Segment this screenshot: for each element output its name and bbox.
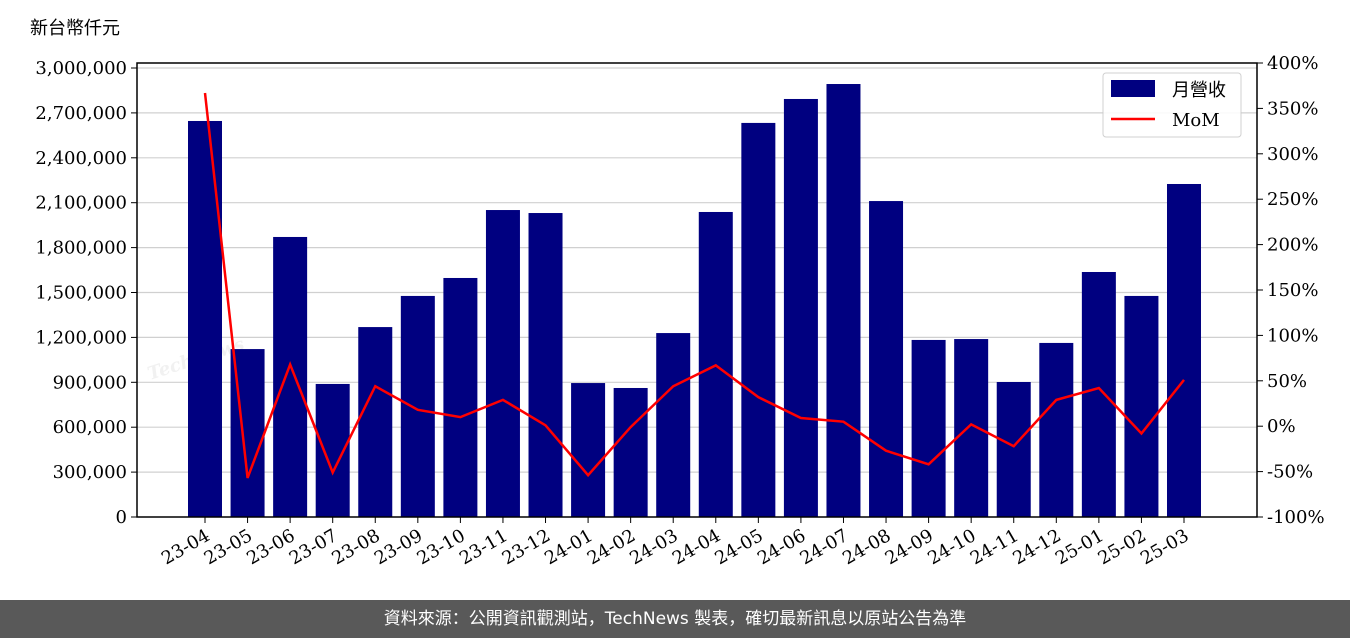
bar-23-08: [358, 327, 393, 517]
x-tick-label: 24-10: [924, 525, 979, 569]
bar-24-07: [826, 84, 861, 517]
bar-23-10: [443, 277, 478, 517]
bar-23-04: [188, 120, 222, 518]
x-tick-label: 25-02: [1094, 525, 1149, 569]
x-tick-label: 23-09: [371, 525, 426, 569]
bar-24-03: [656, 333, 691, 517]
legend-label-revenue: 月營收: [1172, 80, 1226, 101]
bar-24-09: [911, 339, 946, 517]
left-tick-label: 1,500,000: [35, 283, 127, 304]
x-tick-label: 23-08: [328, 525, 383, 569]
plot-frame: [136, 62, 1258, 518]
x-tick-label: 23-07: [286, 525, 341, 569]
right-tick-label: 150%: [1267, 280, 1318, 301]
x-tick-label: 23-12: [499, 525, 554, 569]
x-tick-label: 25-01: [1052, 525, 1107, 569]
bar-23-06: [273, 236, 308, 517]
left-tick-label: 1,800,000: [35, 238, 127, 259]
x-tick-label: 24-03: [626, 525, 681, 569]
x-tick-label: 24-12: [1009, 525, 1064, 569]
left-tick-label: 2,100,000: [35, 193, 127, 214]
bar-24-02: [613, 387, 648, 517]
bar-25-01: [1081, 271, 1116, 517]
bar-25-02: [1124, 295, 1159, 517]
left-tick-label: 600,000: [53, 417, 127, 438]
left-tick-label: 900,000: [53, 372, 127, 393]
unit-label: 新台幣仟元: [30, 18, 120, 39]
x-tick-label: 24-09: [882, 525, 937, 569]
left-tick-label: 2,700,000: [35, 103, 127, 124]
x-tick-label: 23-05: [201, 525, 256, 569]
bar-24-08: [869, 201, 904, 518]
legend-label-mom: MoM: [1172, 110, 1220, 131]
x-tick-label: 24-08: [839, 525, 894, 569]
left-tick-label: 3,000,000: [35, 58, 127, 79]
right-tick-label: -50%: [1267, 462, 1313, 483]
right-tick-label: 200%: [1267, 235, 1318, 256]
right-tick-label: 300%: [1267, 144, 1318, 165]
bar-24-06: [783, 98, 818, 517]
right-tick-label: 250%: [1267, 189, 1318, 210]
chart: TechNews0300,000600,000900,0001,200,0001…: [35, 53, 1325, 569]
bar-23-09: [400, 295, 435, 517]
x-tick-label: 23-04: [158, 525, 213, 569]
right-tick-label: 350%: [1267, 98, 1318, 119]
bar-24-12: [1039, 342, 1074, 517]
x-tick-label: 24-02: [584, 525, 639, 569]
x-tick-label: 24-06: [754, 525, 809, 569]
x-tick-label: 23-11: [456, 525, 511, 569]
x-tick-label: 24-01: [541, 525, 596, 569]
left-tick-label: 0: [116, 507, 127, 528]
x-tick-label: 24-07: [797, 525, 852, 569]
x-tick-label: 24-11: [967, 525, 1022, 569]
x-tick-label: 25-03: [1137, 525, 1192, 569]
left-tick-label: 1,200,000: [35, 327, 127, 348]
right-tick-label: 400%: [1267, 53, 1318, 74]
bar-24-10: [954, 339, 989, 517]
x-tick-label: 24-05: [711, 525, 766, 569]
left-tick-label: 2,400,000: [35, 148, 127, 169]
x-tick-label: 23-10: [413, 525, 468, 569]
bar-24-05: [741, 122, 776, 517]
left-tick-label: 300,000: [53, 462, 127, 483]
right-tick-label: 0%: [1267, 416, 1296, 437]
mom-line: [203, 92, 1185, 479]
bar-24-11: [996, 382, 1031, 517]
x-tick-label: 23-06: [243, 525, 298, 569]
bar-23-12: [528, 213, 563, 518]
legend-swatch-bar: [1111, 80, 1155, 97]
bar-25-03: [1166, 183, 1201, 517]
bar-23-11: [485, 210, 520, 517]
right-tick-label: -100%: [1267, 507, 1325, 528]
right-tick-label: 100%: [1267, 325, 1318, 346]
right-tick-label: 50%: [1267, 371, 1307, 392]
footer-source: 資料來源：公開資訊觀測站，TechNews 製表，確切最新訊息以原站公告為準: [0, 600, 1350, 638]
bar-24-01: [571, 383, 606, 517]
x-tick-label: 24-04: [669, 525, 724, 569]
